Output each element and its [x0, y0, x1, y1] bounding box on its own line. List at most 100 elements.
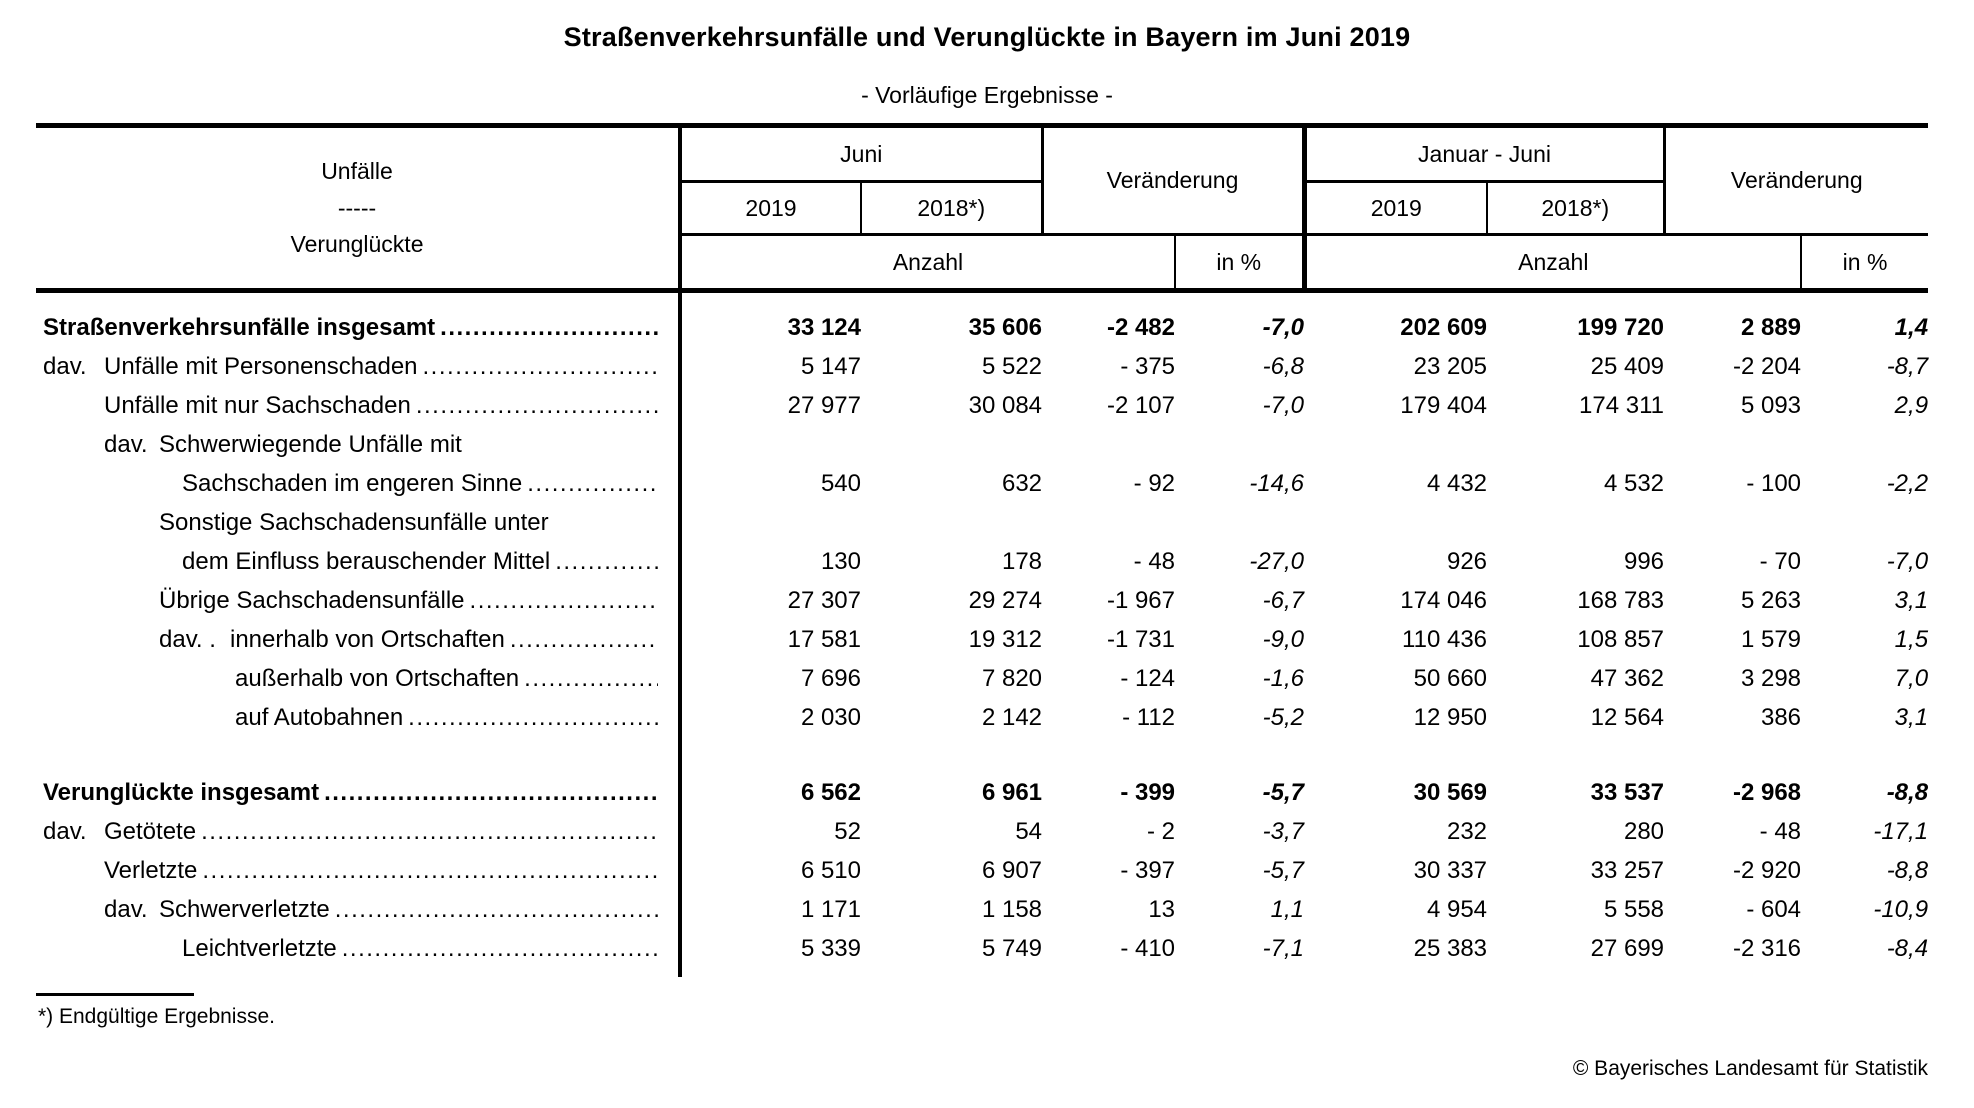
spacer-cell [1304, 738, 1487, 774]
cell-change2_pct: -10,9 [1873, 896, 1929, 923]
cell-change_pct: -27,0 [1249, 548, 1305, 575]
cell-jan_juni_2019: 179 404 [1400, 392, 1488, 419]
measure-header-in-percent-1: in % [1175, 234, 1307, 293]
cell-change_abs: - 375 [1120, 353, 1176, 380]
row-label-prefix: dav. [104, 896, 148, 923]
spacer-cell [1042, 738, 1175, 774]
row-label-prefix: dav. [43, 353, 87, 380]
row-label: außerhalb von Ortschaften...............… [36, 665, 678, 693]
footnote-rule [36, 993, 194, 996]
cell-change_abs: - 92 [1133, 470, 1176, 497]
row-label-prefix: dav. [104, 431, 148, 458]
row-label-text: Sachschaden im engeren Sinne [182, 470, 523, 497]
row-label-text: Unfälle mit Personenschaden [104, 353, 418, 380]
page-subtitle: - Vorläufige Ergebnisse - [861, 82, 1113, 108]
table-row: Leichtverletzte.........................… [36, 929, 1928, 969]
cell-juni_2018: 29 274 [968, 587, 1043, 614]
cell-change_pct: 1,1 [1270, 896, 1305, 923]
row-label-cell: Übrige Sachschadensunfälle..............… [36, 581, 682, 621]
cell-change_abs: - 48 [1133, 548, 1176, 575]
cell-juni_2019: 5 147 [800, 353, 861, 380]
cell-juni_2018: 2 142 [981, 704, 1043, 731]
cell-change_abs [1042, 426, 1175, 465]
cell-juni_2018: 5 522 [981, 353, 1043, 380]
spacer-cell [1042, 291, 1175, 309]
cell-change_pct: -1,6 [1262, 665, 1305, 692]
cell-jan_juni_2019: 110 436 [1402, 626, 1488, 653]
cell-change2_pct: -2,2 [1886, 470, 1929, 497]
spacer-cell [861, 291, 1042, 309]
dot-leader: ........................................… [524, 665, 658, 692]
table-block-gap [36, 737, 1928, 774]
column-group-veraenderung-1: Veränderung [1040, 125, 1307, 236]
cell-change_pct: -5,7 [1262, 779, 1305, 806]
cell-juni_2018: 1 158 [981, 896, 1043, 923]
row-label-text: Schwerverletzte [159, 896, 330, 923]
cell-change_abs: -1 731 [1106, 626, 1176, 653]
cell-change2_pct [1801, 504, 1928, 543]
spacer-cell [680, 291, 861, 309]
cell-change2_abs: - 48 [1759, 818, 1802, 845]
row-label-prefix: dav. [43, 818, 87, 845]
cell-change2_abs: 1 579 [1740, 626, 1802, 653]
row-label: dem Einfluss berauschender Mittel.......… [36, 548, 678, 576]
table-row: Verunglückte insgesamt..................… [36, 773, 1928, 813]
row-label-text: Straßenverkehrsunfälle insgesamt [43, 314, 436, 341]
row-label: Übrige Sachschadensunfälle..............… [36, 587, 678, 615]
column-group-januar-juni: Januar - Juni [1304, 125, 1666, 183]
cell-jan_juni_2019: 202 609 [1400, 314, 1488, 341]
copyright-text: © Bayerisches Landesamt für Statistik [1572, 1057, 1928, 1080]
cell-jan_juni_2019: 30 569 [1413, 779, 1488, 806]
table-row: dav. Getötete............................… [36, 812, 1928, 852]
cell-change2_pct: -7,0 [1886, 548, 1929, 575]
row-label-cell: dav. Getötete............................… [36, 812, 682, 852]
row-label-text: dem Einfluss berauschender Mittel [182, 548, 551, 575]
row-label-cell: Unfälle mit nur Sachschaden.............… [36, 386, 682, 426]
column-header-jan-juni-2019: 2019 [1304, 181, 1489, 236]
cell-change_pct: -7,0 [1262, 314, 1305, 341]
cell-juni_2019: 130 [820, 548, 861, 575]
column-header-jan-juni-2018: 2018*) [1487, 181, 1666, 236]
spacer-cell [1304, 291, 1487, 309]
cell-juni_2019: 27 307 [787, 587, 861, 614]
spacer-cell [1801, 291, 1928, 309]
spacer-cell [861, 969, 1042, 977]
cell-change2_abs: - 70 [1759, 548, 1802, 575]
row-label-text: Unfälle mit nur Sachschaden [104, 392, 411, 419]
row-label-text: Getötete [104, 818, 197, 845]
dot-leader: ........................................… [201, 818, 658, 845]
spacer-cell [680, 969, 861, 977]
cell-change2_abs: -2 968 [1732, 779, 1802, 806]
table-row: dav. Schwerwiegende Unfälle mit [36, 425, 1928, 465]
cell-change_pct: -7,1 [1262, 935, 1305, 962]
cell-juni_2018: 35 606 [968, 314, 1043, 341]
dot-leader: ........................................… [324, 779, 658, 806]
row-header-divider-dashes: ----- [337, 194, 377, 221]
cell-juni_2018: 6 907 [981, 857, 1043, 884]
cell-juni_2019: 33 124 [787, 314, 861, 341]
row-label-cell: Verletzte...............................… [36, 851, 682, 891]
spacer-cell [1175, 969, 1304, 977]
cell-juni_2018 [861, 504, 1042, 543]
cell-change_abs: - 2 [1147, 818, 1176, 845]
spacer-cell [680, 738, 861, 774]
page-title: Straßenverkehrsunfälle und Verunglückte … [563, 22, 1411, 52]
cell-jan_juni_2019: 50 660 [1413, 665, 1488, 692]
dot-leader: ........................................… [334, 896, 658, 923]
cell-jan_juni_2019: 926 [1446, 548, 1488, 575]
cell-change2_pct: 1,5 [1894, 626, 1929, 653]
cell-jan_juni_2018: 199 720 [1577, 314, 1665, 341]
table-row: dav. . innerhalb von Ortschaften.........… [36, 620, 1929, 660]
measure-header-anzahl-2: Anzahl [1304, 234, 1803, 293]
row-label-cell: dem Einfluss berauschender Mittel.......… [36, 542, 682, 582]
row-label-text: Schwerwiegende Unfälle mit [159, 431, 462, 458]
cell-juni_2018: 6 961 [981, 779, 1043, 806]
table-top-spacer [36, 290, 1928, 309]
cell-change_pct: -14,6 [1249, 470, 1305, 497]
column-header-juni-2019: 2019 [680, 181, 862, 236]
cell-change_pct: -9,0 [1262, 626, 1305, 653]
spacer-label-cell [36, 737, 682, 774]
row-label-text: Verunglückte insgesamt [43, 779, 320, 806]
cell-juni_2019: 27 977 [787, 392, 861, 419]
cell-juni_2018: 19 312 [968, 626, 1043, 653]
